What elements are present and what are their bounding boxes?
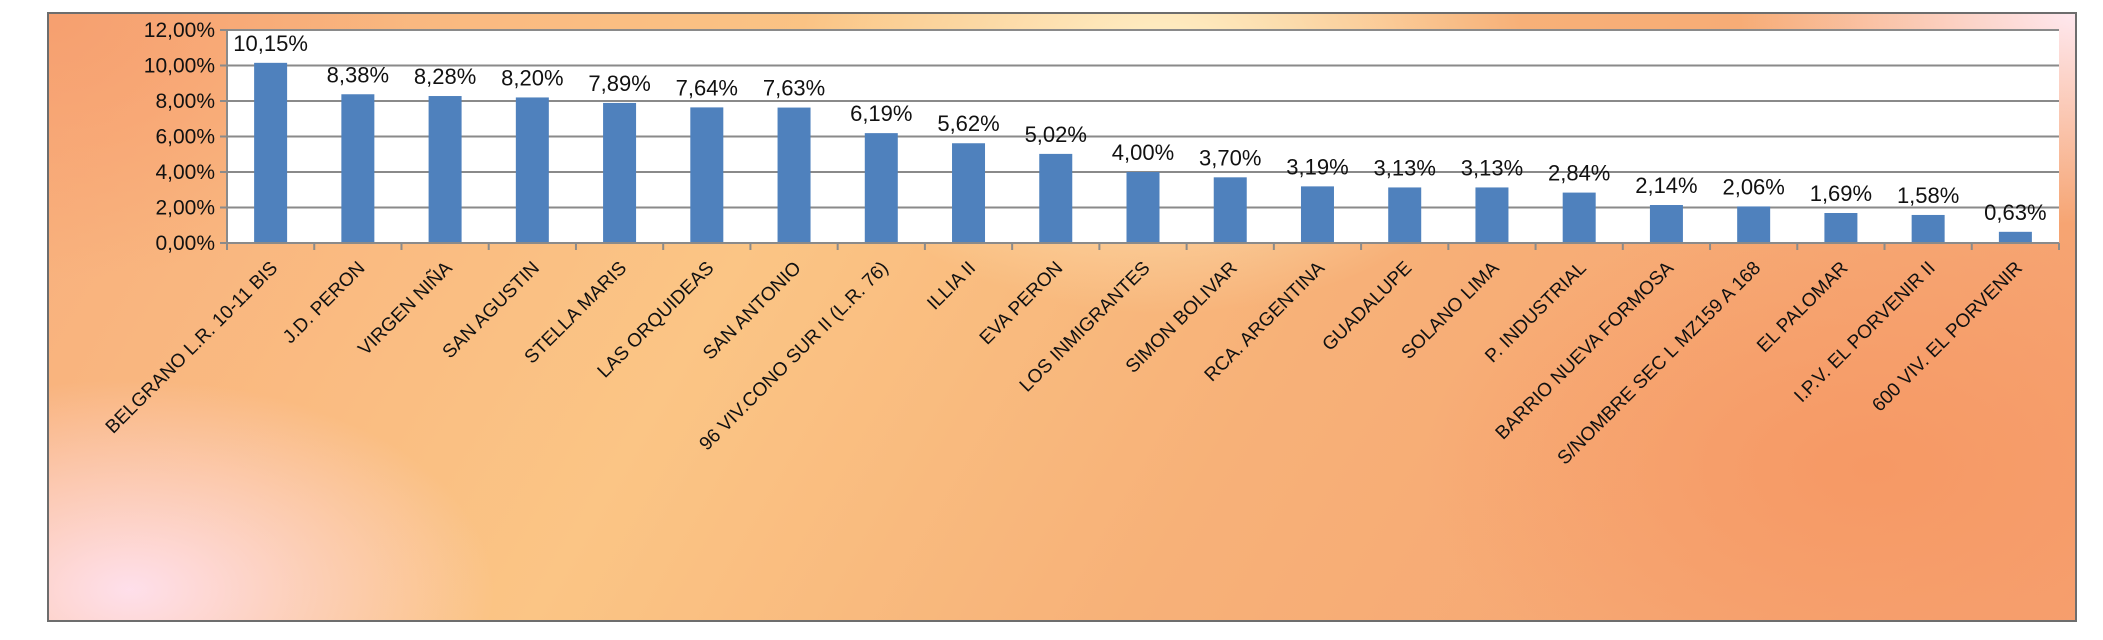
data-label: 0,63%	[1984, 200, 2046, 225]
data-label: 8,38%	[327, 62, 389, 87]
bar-chart: 0,00% 2,00% 4,00% 6,00% 8,00% 10,00% 12,00% 10…	[102, 19, 2060, 469]
x-category-label: EL PALOMAR	[1753, 258, 1852, 357]
y-tick-label: 6,00%	[155, 126, 215, 149]
data-label: 5,62%	[937, 111, 999, 136]
x-category-label: I.P.V. EL PORVENIR II	[1790, 258, 1939, 407]
x-category-label: J.D. PERON	[279, 258, 369, 348]
data-label: 2,06%	[1722, 174, 1784, 199]
bar	[1562, 192, 1596, 243]
chart-frame: 0,00% 2,00% 4,00% 6,00% 8,00% 10,00% 12,00% 10…	[47, 12, 2077, 622]
x-axis	[226, 30, 2060, 250]
data-label: 4,00%	[1112, 140, 1174, 165]
bar	[515, 97, 549, 243]
bar	[1039, 153, 1073, 243]
bar	[1300, 186, 1334, 243]
bar	[1475, 187, 1509, 243]
data-label: 3,13%	[1461, 155, 1523, 180]
data-label: 7,64%	[676, 75, 738, 100]
y-tick-label: 8,00%	[155, 90, 215, 113]
bar	[1737, 206, 1771, 243]
bar	[952, 143, 986, 243]
data-label: 10,15%	[233, 31, 308, 56]
bar	[1911, 214, 1945, 243]
data-label: 2,84%	[1548, 161, 1610, 186]
x-category-label: BARRIO NUEVA FORMOSA	[1492, 257, 1679, 444]
data-label: 6,19%	[850, 101, 912, 126]
y-tick-label: 2,00%	[155, 197, 215, 220]
x-category-label: 96 VIV.CONO SUR II (L.R. 76)	[696, 258, 893, 455]
bar	[254, 62, 288, 244]
y-axis-tick-labels: 0,00% 2,00% 4,00% 6,00% 8,00% 10,00% 12,00%	[144, 19, 215, 255]
bar	[1649, 205, 1683, 243]
bar	[1126, 172, 1160, 243]
data-label: 3,13%	[1374, 155, 1436, 180]
bar	[777, 107, 811, 243]
bar	[690, 107, 724, 243]
bar	[1824, 213, 1858, 243]
data-label: 1,69%	[1810, 181, 1872, 206]
y-tick-label: 10,00%	[144, 55, 215, 78]
data-label: 1,58%	[1897, 183, 1959, 208]
bar	[864, 133, 898, 243]
bar	[1388, 187, 1422, 243]
bars	[254, 62, 2032, 244]
y-tick-label: 0,00%	[155, 232, 215, 255]
bar	[1213, 177, 1247, 243]
x-category-label: GUADALUPE	[1319, 258, 1417, 356]
x-category-label: BELGRANO L.R. 10-11 BIS	[102, 258, 282, 438]
bar	[341, 94, 375, 243]
y-tick-label: 4,00%	[155, 161, 215, 184]
bar	[428, 96, 462, 243]
data-labels: 10,15% 8,38% 8,28% 8,20% 7,89% 7,64% 7,63% 6,19…	[233, 31, 2046, 225]
data-label: 3,19%	[1286, 154, 1348, 179]
data-label: 2,14%	[1635, 173, 1697, 198]
bar	[603, 102, 637, 243]
data-label: 8,20%	[501, 65, 563, 90]
data-label: 5,02%	[1025, 122, 1087, 147]
data-label: 3,70%	[1199, 145, 1261, 170]
y-tick-label: 12,00%	[144, 19, 215, 42]
data-label: 8,28%	[414, 64, 476, 89]
x-category-label: EVA PERON	[976, 258, 1068, 350]
bar	[1998, 231, 2032, 243]
data-label: 7,89%	[588, 71, 650, 96]
data-label: 7,63%	[763, 76, 825, 101]
x-category-label: 600 VIV. EL PORVENIR	[1868, 258, 2026, 416]
x-category-label: ILLIA II	[923, 258, 980, 315]
